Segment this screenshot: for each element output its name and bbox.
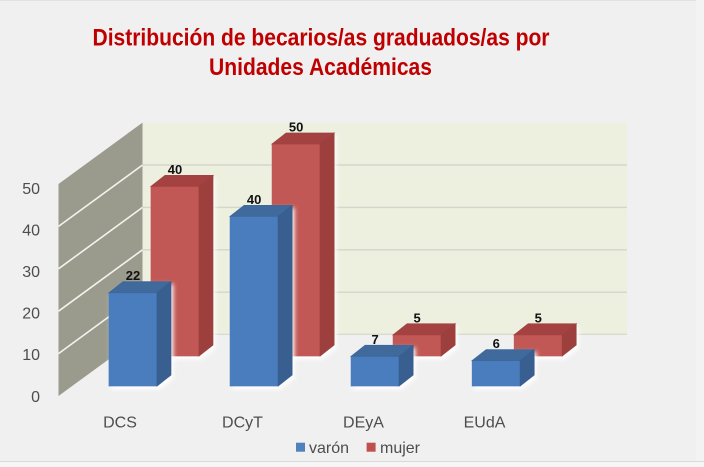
svg-text:0: 0 bbox=[31, 389, 40, 406]
svg-text:10: 10 bbox=[22, 347, 40, 364]
svg-text:Unidades Académicas: Unidades Académicas bbox=[209, 54, 432, 81]
svg-text:DEyA: DEyA bbox=[343, 415, 384, 432]
svg-text:40: 40 bbox=[22, 223, 40, 240]
svg-text:22: 22 bbox=[126, 268, 140, 283]
svg-text:Distribución de becarios/as gr: Distribución de becarios/as graduados/as… bbox=[93, 25, 550, 52]
svg-text:50: 50 bbox=[289, 120, 303, 135]
svg-text:30: 30 bbox=[22, 264, 40, 281]
svg-text:40: 40 bbox=[168, 162, 182, 177]
svg-text:40: 40 bbox=[247, 192, 261, 207]
svg-text:DCyT: DCyT bbox=[222, 415, 263, 432]
svg-text:7: 7 bbox=[371, 332, 378, 347]
svg-text:mujer: mujer bbox=[380, 440, 421, 457]
svg-text:20: 20 bbox=[22, 306, 40, 323]
svg-text:DCS: DCS bbox=[103, 415, 137, 432]
svg-text:5: 5 bbox=[535, 310, 542, 325]
svg-text:6: 6 bbox=[493, 336, 500, 351]
svg-text:50: 50 bbox=[22, 181, 40, 198]
svg-text:EUdA: EUdA bbox=[464, 415, 506, 432]
svg-text:5: 5 bbox=[413, 310, 420, 325]
svg-text:varón: varón bbox=[309, 440, 349, 457]
